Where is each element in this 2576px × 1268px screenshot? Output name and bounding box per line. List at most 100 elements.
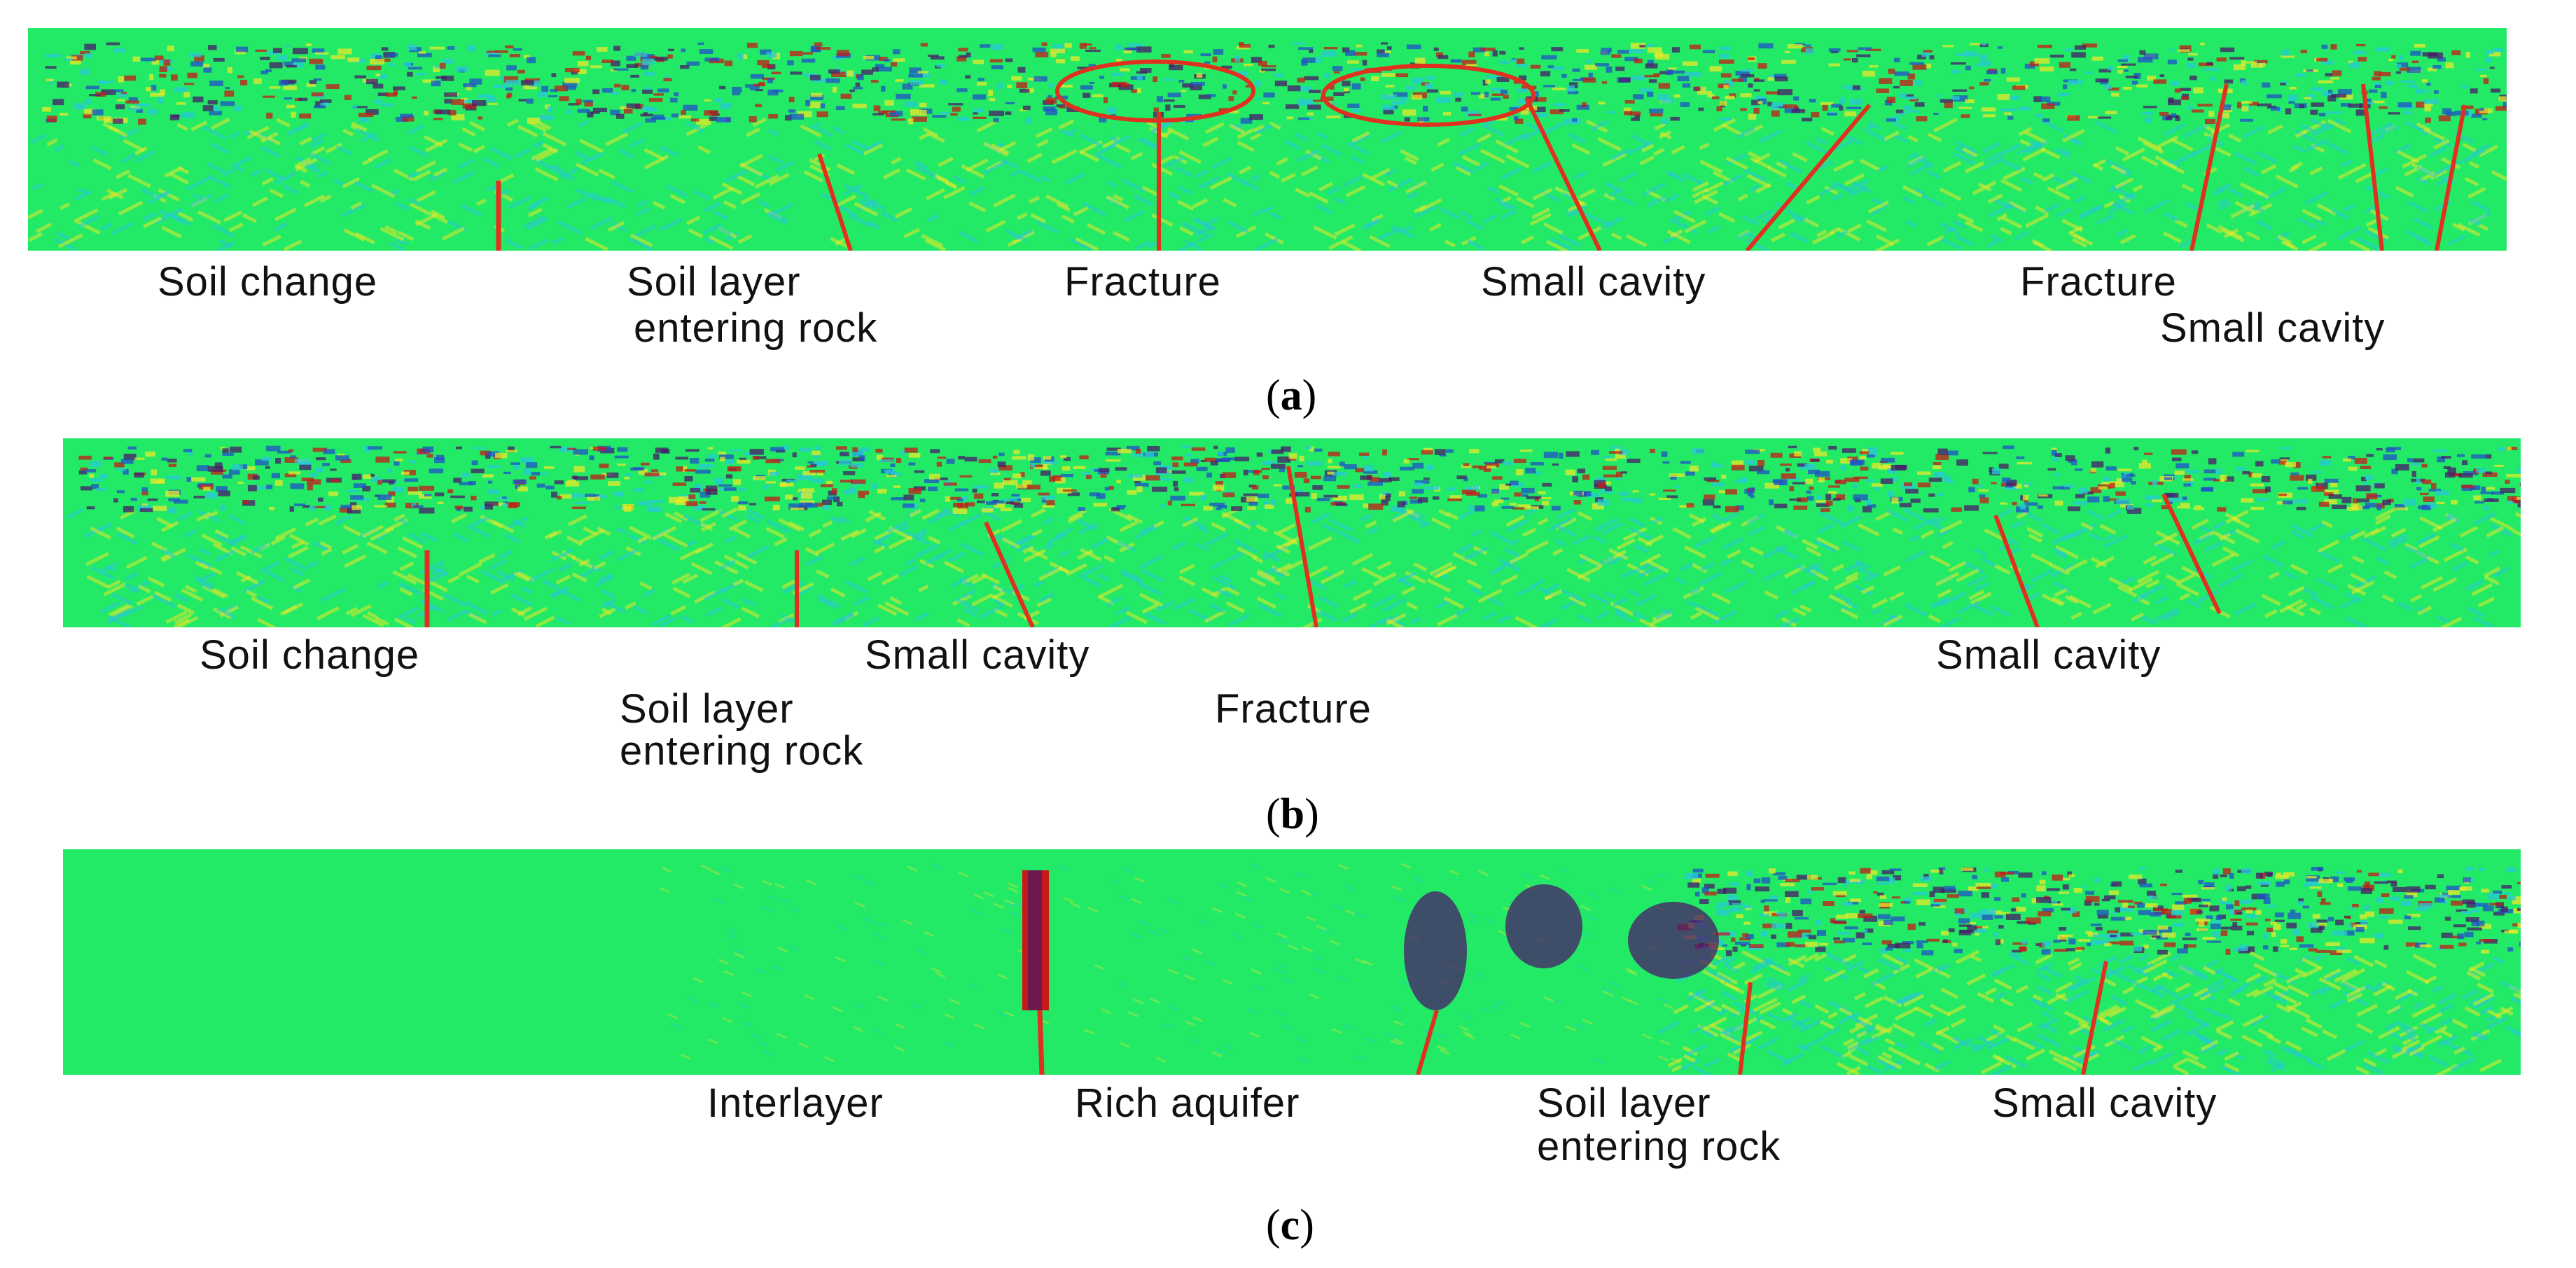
anomaly-mark <box>765 481 777 484</box>
texture-streak <box>2493 566 2510 578</box>
anomaly-mark <box>1360 77 1365 81</box>
anomaly-mark <box>704 99 711 102</box>
anomaly-mark <box>508 503 518 508</box>
anomaly-mark <box>1869 451 1878 457</box>
anomaly-mark <box>1757 459 1764 466</box>
texture-streak <box>56 231 71 241</box>
anomaly-mark <box>167 507 176 514</box>
texture-streak <box>1974 548 1987 557</box>
texture-streak <box>2456 1045 2474 1057</box>
anomaly-mark <box>917 71 928 75</box>
texture-streak <box>1755 183 1771 194</box>
anomaly-mark <box>1085 49 1101 53</box>
anomaly-mark <box>495 452 508 459</box>
anomaly-mark <box>1706 480 1720 482</box>
anomaly-mark <box>450 495 465 499</box>
texture-streak <box>2391 1044 2410 1056</box>
texture-streak <box>1683 545 1706 559</box>
texture-streak <box>1404 156 1417 165</box>
texture-streak <box>1385 169 1396 177</box>
texture-streak <box>2215 1020 2234 1032</box>
panel-a-fracture-leader-2 <box>2189 83 2229 251</box>
anomaly-mark <box>2366 454 2374 457</box>
texture-streak <box>2451 561 2469 572</box>
anomaly-mark <box>130 497 137 501</box>
anomaly-mark <box>134 457 145 460</box>
texture-streak <box>200 582 214 591</box>
texture-streak <box>1113 193 1124 202</box>
anomaly-mark <box>1551 506 1561 511</box>
anomaly-mark <box>576 99 582 105</box>
texture-streak <box>1251 968 1262 975</box>
texture-streak <box>1047 532 1066 545</box>
anomaly-mark <box>1127 43 1143 47</box>
texture-streak <box>2484 575 2500 586</box>
texture-streak <box>682 573 699 584</box>
texture-streak <box>2048 1049 2068 1062</box>
texture-streak <box>916 165 938 179</box>
anomaly-mark <box>1891 497 1899 504</box>
texture-streak <box>513 571 530 582</box>
texture-streak <box>737 234 753 244</box>
panel-a-small-cavity-leader-1b <box>1745 104 1872 251</box>
texture-streak <box>85 552 110 566</box>
texture-streak <box>471 526 490 538</box>
texture-streak <box>599 550 615 560</box>
texture-streak <box>2143 555 2157 565</box>
anomaly-mark <box>624 107 633 114</box>
texture-streak <box>2386 1005 2402 1015</box>
texture-streak <box>1393 1038 1404 1045</box>
anomaly-mark <box>113 89 124 92</box>
texture-streak <box>1237 141 1255 152</box>
anomaly-mark <box>809 102 821 109</box>
texture-streak <box>2486 526 2505 538</box>
texture-streak <box>2220 1012 2232 1022</box>
texture-streak <box>141 211 158 222</box>
anomaly-mark <box>1062 489 1077 492</box>
texture-streak <box>687 996 698 1003</box>
anomaly-mark <box>2229 57 2245 60</box>
texture-streak <box>1646 195 1666 208</box>
anomaly-mark <box>1297 77 1305 83</box>
texture-streak <box>2163 610 2180 621</box>
texture-streak <box>2316 577 2338 591</box>
anomaly-mark <box>613 68 629 71</box>
texture-streak <box>1719 1032 1742 1047</box>
anomaly-mark <box>340 459 351 464</box>
anomaly-mark <box>2074 468 2083 471</box>
texture-streak <box>816 569 830 579</box>
texture-streak <box>566 197 586 209</box>
anomaly-mark <box>92 109 104 116</box>
texture-streak <box>2246 231 2260 241</box>
anomaly-mark <box>451 114 465 120</box>
anomaly-mark <box>959 55 968 58</box>
anomaly-mark <box>1745 450 1760 454</box>
texture-streak <box>2190 142 2215 158</box>
texture-streak <box>1704 1057 1721 1068</box>
anomaly-mark <box>434 492 445 496</box>
texture-streak <box>1783 529 1795 537</box>
anomaly-mark <box>2399 55 2404 61</box>
texture-streak <box>1001 928 1012 935</box>
anomaly-mark <box>1617 50 1629 54</box>
texture-streak <box>709 235 734 251</box>
anomaly-mark <box>370 58 385 65</box>
anomaly-mark <box>1082 472 1090 477</box>
texture-streak <box>1878 958 1902 973</box>
anomaly-mark <box>2091 461 2104 468</box>
anomaly-mark <box>2427 67 2437 71</box>
texture-streak <box>2181 183 2194 193</box>
texture-streak <box>307 560 319 569</box>
texture-streak <box>2073 233 2086 242</box>
texture-streak <box>1682 1045 1698 1057</box>
panel-b-small-cavity-leader-2b <box>2161 493 2222 615</box>
texture-streak <box>1354 1054 1365 1061</box>
texture-streak <box>250 543 267 555</box>
anomaly-mark <box>306 479 321 485</box>
texture-streak <box>2471 583 2493 597</box>
texture-streak <box>251 196 268 207</box>
anomaly-mark <box>2290 472 2299 475</box>
texture-streak <box>198 548 211 557</box>
anomaly-mark <box>2432 449 2448 452</box>
anomaly-mark <box>594 494 607 498</box>
